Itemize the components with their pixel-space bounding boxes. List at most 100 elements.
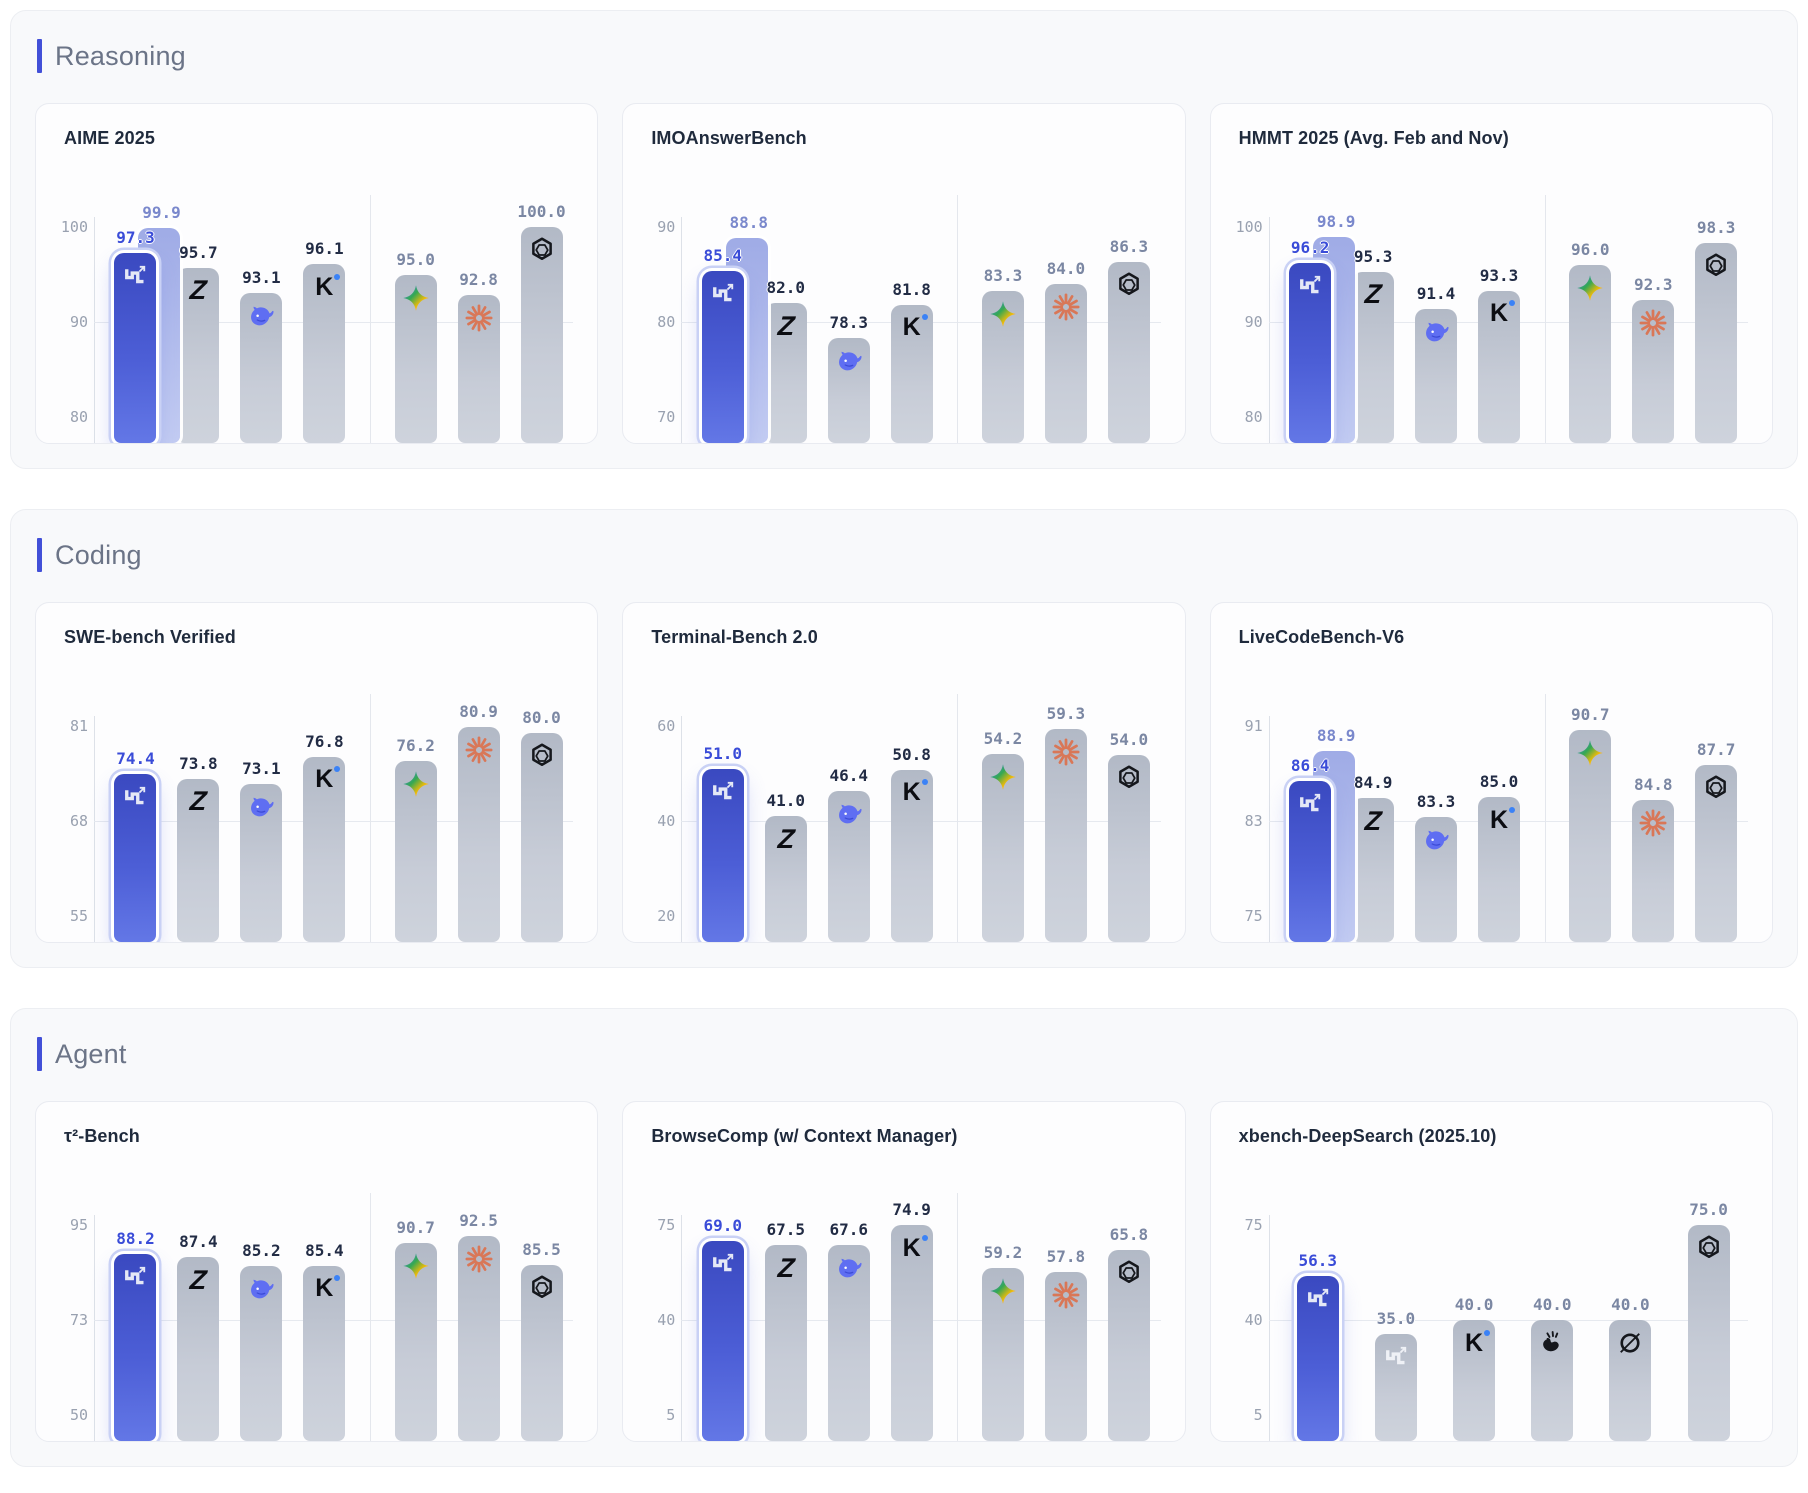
value-label: 96.1	[305, 239, 344, 259]
y-axis-line	[1268, 1215, 1270, 1441]
section-label: Coding	[55, 539, 142, 570]
group-separator	[1544, 195, 1546, 443]
value-label: 92.5	[459, 1210, 498, 1230]
charts-row: SWE-bench Verified 81 68 55 74.4 Z 73.8 73.1 K…	[35, 602, 1773, 943]
group-separator	[957, 195, 959, 443]
bar-openai	[1107, 262, 1150, 443]
value-label: 80.0	[522, 708, 561, 728]
y-tick-label: 100	[1235, 218, 1263, 236]
y-tick-label: 80	[657, 313, 676, 331]
value-label: 75.0	[1689, 1200, 1728, 1219]
chart-title: Terminal-Bench 2.0	[651, 627, 818, 647]
bar-gemini	[394, 761, 437, 942]
bar-plot: 90 80 70 88.8 85.4 Z 82.0 78.3 K 81.8 83.3 84.0 …	[647, 193, 1161, 443]
bar-minimax	[701, 768, 744, 942]
group-separator	[369, 1193, 371, 1441]
chart-title: IMOAnswerBench	[651, 128, 807, 148]
y-tick-label: 5	[666, 1406, 676, 1424]
value-label: 80.9	[459, 701, 498, 721]
y-tick-label: 95	[69, 1216, 88, 1234]
chart-card-imoanswerbench: IMOAnswerBench 90 80 70 88.8 85.4 Z 82.0 78.3 K…	[622, 103, 1186, 444]
bar-claude	[457, 1235, 500, 1441]
value-label: 84.8	[1633, 774, 1673, 794]
bar-plot: 91 83 75 88.9 86.4 Z 84.9 83.3 K 85.0 90.7 84.8 …	[1235, 692, 1748, 942]
value-label: 73.1	[242, 758, 281, 778]
group-separator	[369, 694, 371, 942]
bar-openai	[1695, 765, 1738, 942]
value-label: 90.7	[396, 1218, 435, 1238]
y-axis-line	[681, 716, 683, 942]
value-label: 67.5	[766, 1220, 806, 1240]
value-label: 69.0	[703, 1216, 743, 1236]
value-label: 92.3	[1633, 275, 1673, 295]
value-label: 90.7	[1571, 704, 1610, 724]
value-label: 85.4	[703, 245, 743, 265]
y-tick-label: 75	[657, 1216, 676, 1234]
value-label-secondary: 88.9	[1316, 725, 1356, 745]
value-label: 76.8	[305, 731, 344, 751]
chart-title: BrowseComp (w/ Context Manager)	[651, 1126, 958, 1146]
bar-minimax	[1289, 780, 1332, 942]
bar-zai	[764, 1245, 807, 1441]
bar-plot: 75 40 5 56.3 35.0 K 40.0 40.0 40.0 75.0	[1235, 1191, 1748, 1441]
value-label: 85.2	[242, 1241, 281, 1261]
value-label: 83.3	[1416, 792, 1456, 812]
bar-claude	[1044, 1271, 1087, 1441]
y-tick-label: 91	[1244, 717, 1263, 735]
value-label: 91.4	[1416, 283, 1456, 303]
y-tick-label: 60	[657, 717, 676, 735]
bar-gemini	[1569, 729, 1612, 942]
bar-plot: 81 68 55 74.4 Z 73.8 73.1 K 76.8 76.2 80.9 80.0	[60, 692, 574, 942]
y-axis-line	[1268, 217, 1270, 443]
y-axis-line	[681, 1215, 683, 1441]
bar-plot: 75 40 5 69.0 Z 67.5 67.6 K 74.9 59.2 57.8 65.8	[647, 1191, 1161, 1441]
bar-claude	[1632, 300, 1675, 443]
chart-card-terminal-bench-2-0: Terminal-Bench 2.0 60 40 20 51.0 Z 41.0 46.4 K…	[622, 602, 1186, 943]
chart-card-aime-2025: AIME 2025 100 90 80 99.9 97.3 Z 95.7 93.1 K 96.1…	[35, 103, 599, 444]
value-label: 76.2	[396, 736, 435, 756]
value-label: 95.0	[396, 249, 435, 269]
value-label: 35.0	[1376, 1308, 1416, 1328]
value-label: 51.0	[703, 743, 743, 763]
chart-title: xbench-DeepSearch (2025.10)	[1238, 1126, 1497, 1146]
value-label: 86.3	[1109, 237, 1149, 257]
value-label: 84.9	[1353, 773, 1393, 793]
y-axis-line	[681, 217, 683, 443]
value-label: 46.4	[829, 765, 868, 785]
bar-deepseek	[240, 1266, 283, 1441]
section-label: Reasoning	[55, 40, 186, 71]
value-label-secondary: 88.8	[729, 213, 769, 233]
value-label: 74.4	[116, 749, 155, 769]
bar-openai	[1687, 1225, 1730, 1441]
y-axis-line	[94, 1215, 95, 1441]
bar-hand	[1531, 1320, 1574, 1441]
bar-deepseek	[827, 1245, 870, 1441]
y-tick-label: 81	[69, 717, 88, 735]
value-label: 59.2	[983, 1242, 1023, 1262]
section-accent-bar	[37, 1037, 42, 1071]
bar-zai	[1352, 798, 1395, 942]
section-agent: Agent τ²-Bench 95 73 50 88.2 Z 87.4 85.2 K 85.4…	[10, 1008, 1798, 1467]
value-label: 97.3	[116, 227, 155, 247]
bar-openai	[1695, 243, 1738, 443]
bar-plot: 100 90 80 99.9 97.3 Z 95.7 93.1 K 96.1 95.0 92.8…	[60, 193, 574, 443]
value-label: 93.1	[242, 267, 281, 287]
charts-row: τ²-Bench 95 73 50 88.2 Z 87.4 85.2 K 85.4 90.7 9…	[35, 1101, 1773, 1442]
y-tick-label: 75	[1244, 907, 1263, 925]
y-tick-label: 40	[657, 812, 676, 830]
bar-gemini	[394, 1243, 437, 1441]
bar-kimi	[1477, 290, 1520, 443]
bar-minimax	[114, 1253, 157, 1441]
y-tick-label: 40	[657, 1311, 676, 1329]
chart-title: τ²-Bench	[64, 1126, 140, 1146]
gridline	[1268, 1320, 1748, 1321]
bar-openai	[1107, 754, 1150, 942]
chart-card-livecodebench-v6: LiveCodeBench-V6 91 83 75 88.9 86.4 Z 84.9 83.…	[1209, 602, 1773, 943]
value-label: 54.0	[1109, 729, 1149, 749]
bar-gemini	[394, 274, 437, 443]
bar-zai	[177, 1257, 220, 1441]
value-label: 41.0	[766, 791, 806, 811]
chart-card-swe-bench-verified: SWE-bench Verified 81 68 55 74.4 Z 73.8 73.1 K…	[35, 602, 599, 943]
y-tick-label: 90	[1244, 313, 1263, 331]
value-label: 65.8	[1109, 1224, 1149, 1244]
